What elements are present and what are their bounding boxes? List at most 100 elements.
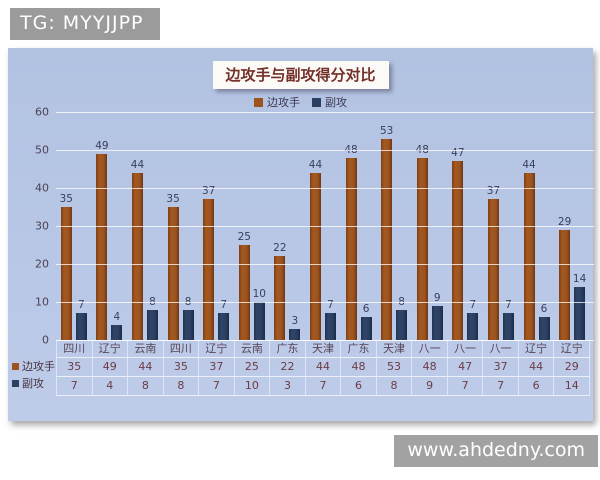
- table-value-cell: 47: [448, 358, 484, 376]
- bar-副攻: 7: [218, 299, 230, 340]
- bar-边攻手: 25: [238, 231, 251, 340]
- table-value-cell: 7: [57, 377, 93, 395]
- table-value-cell: 53: [377, 358, 413, 376]
- bar-边攻手: 37: [487, 185, 500, 340]
- bar-value-label: 7: [327, 299, 334, 311]
- bar-group: 29 14: [554, 112, 590, 340]
- table-category-cell: 辽宁: [519, 341, 555, 357]
- table-value-cell: 44: [306, 358, 342, 376]
- table-series2-row: 7 4 8 8 7 10 3 7 6 8 9 7 7 6 14: [56, 377, 590, 396]
- chart-legend: 边攻手 副攻: [8, 94, 593, 110]
- table-category-cell: 八一: [483, 341, 519, 357]
- table-category-cell: 广东: [341, 341, 377, 357]
- bar-副攻: 14: [573, 273, 586, 340]
- bar-value-label: 37: [486, 185, 501, 197]
- table-value-cell: 3: [270, 377, 306, 395]
- table-value-cell: 35: [57, 358, 93, 376]
- bar-value-label: 14: [572, 273, 587, 285]
- legend-label-blocker: 副攻: [325, 96, 347, 109]
- table-value-cell: 8: [128, 377, 164, 395]
- bar-副攻: 7: [75, 299, 87, 340]
- bar-value-label: 7: [505, 299, 512, 311]
- bar-value-label: 47: [451, 147, 465, 159]
- bar-value-label: 7: [469, 299, 477, 311]
- table-value-cell: 7: [199, 377, 235, 395]
- bar-group: 22 3: [270, 112, 306, 340]
- gridline: [56, 112, 594, 113]
- bar-group: 35 7: [56, 112, 92, 340]
- bar-value-label: 3: [291, 315, 299, 327]
- table-value-cell: 7: [448, 377, 484, 395]
- y-axis-tick-label: 60: [35, 105, 49, 119]
- bar-value-label: 4: [113, 311, 121, 323]
- table-category-cell: 天津: [306, 341, 342, 357]
- bar-副攻: 7: [324, 299, 336, 340]
- gridline: [56, 226, 594, 227]
- bar-value-label: 37: [201, 185, 216, 197]
- gridline: [56, 188, 594, 189]
- table-category-cell: 八一: [412, 341, 448, 357]
- gridline: [56, 264, 594, 265]
- bar-value-label: 22: [273, 242, 287, 254]
- bar-value-label: 44: [522, 159, 536, 171]
- table-value-cell: 10: [235, 377, 271, 395]
- legend-swatch-spiker-icon: [254, 97, 263, 107]
- table-row-header-spiker: 边攻手: [12, 358, 55, 374]
- table-value-cell: 25: [235, 358, 271, 376]
- y-axis-tick-label: 0: [42, 333, 49, 347]
- bar-value-label: 9: [433, 292, 441, 304]
- y-axis-tick-label: 20: [35, 257, 49, 271]
- table-row-header-blocker: 副攻: [12, 375, 44, 391]
- table-value-cell: 48: [412, 358, 448, 376]
- bar-group: 49 4: [92, 112, 128, 340]
- bar-group: 44 6: [519, 112, 555, 340]
- bar-边攻手: 53: [380, 125, 393, 340]
- legend-swatch-blocker-icon: [312, 97, 321, 107]
- table-value-cell: 49: [93, 358, 129, 376]
- table-value-cell: 8: [377, 377, 413, 395]
- table-value-cell: 7: [306, 377, 342, 395]
- table-value-cell: 44: [519, 358, 555, 376]
- row-header-spiker-label: 边攻手: [22, 360, 55, 373]
- table-value-cell: 8: [164, 377, 200, 395]
- y-axis-tick-label: 10: [35, 295, 49, 309]
- table-category-cell: 辽宁: [554, 341, 590, 357]
- bar-value-label: 35: [166, 193, 180, 205]
- bar-副攻: 9: [431, 292, 443, 340]
- bar-value-label: 29: [557, 216, 572, 228]
- bar-副攻: 10: [253, 288, 266, 340]
- bar-边攻手: 49: [95, 140, 109, 340]
- bar-边攻手: 35: [166, 193, 180, 340]
- row-header-spiker-swatch-icon: [12, 362, 19, 370]
- table-category-cell: 云南: [235, 341, 271, 357]
- bar-value-label: 25: [237, 231, 251, 243]
- bar-边攻手: 48: [416, 144, 429, 340]
- bar-group: 44 7: [305, 112, 341, 340]
- bar-边攻手: 44: [131, 159, 144, 340]
- table-value-cell: 22: [270, 358, 306, 376]
- tg-watermark-badge: TG: MYYJJPP: [10, 8, 160, 40]
- chart-title: 边攻手与副攻得分对比: [212, 61, 389, 89]
- bar-副攻: 7: [502, 299, 514, 340]
- table-category-cell: 辽宁: [199, 341, 235, 357]
- chart-panel: 边攻手与副攻得分对比 边攻手 副攻 3574944483583772510223…: [8, 48, 594, 421]
- table-value-cell: 9: [412, 377, 448, 395]
- table-category-cell: 广东: [270, 341, 306, 357]
- bar-副攻: 7: [467, 299, 479, 340]
- bar-副攻: 6: [360, 303, 372, 340]
- bar-边攻手: 35: [60, 193, 73, 340]
- site-watermark-badge: www.ahdedny.com: [394, 435, 598, 467]
- bar-value-label: 7: [220, 299, 228, 311]
- table-value-cell: 29: [554, 358, 590, 376]
- table-value-cell: 6: [519, 377, 555, 395]
- bar-value-label: 53: [379, 125, 394, 137]
- table-value-cell: 37: [199, 358, 235, 376]
- bar-value-label: 44: [308, 159, 323, 171]
- table-value-cell: 6: [341, 377, 377, 395]
- bar-边攻手: 29: [558, 216, 571, 340]
- bar-副攻: 4: [111, 311, 123, 340]
- y-axis-tick-label: 30: [35, 219, 49, 233]
- bar-groups: 3574944483583772510223447486538489477377…: [56, 112, 590, 340]
- gridline: [56, 150, 594, 151]
- table-value-cell: 4: [93, 377, 129, 395]
